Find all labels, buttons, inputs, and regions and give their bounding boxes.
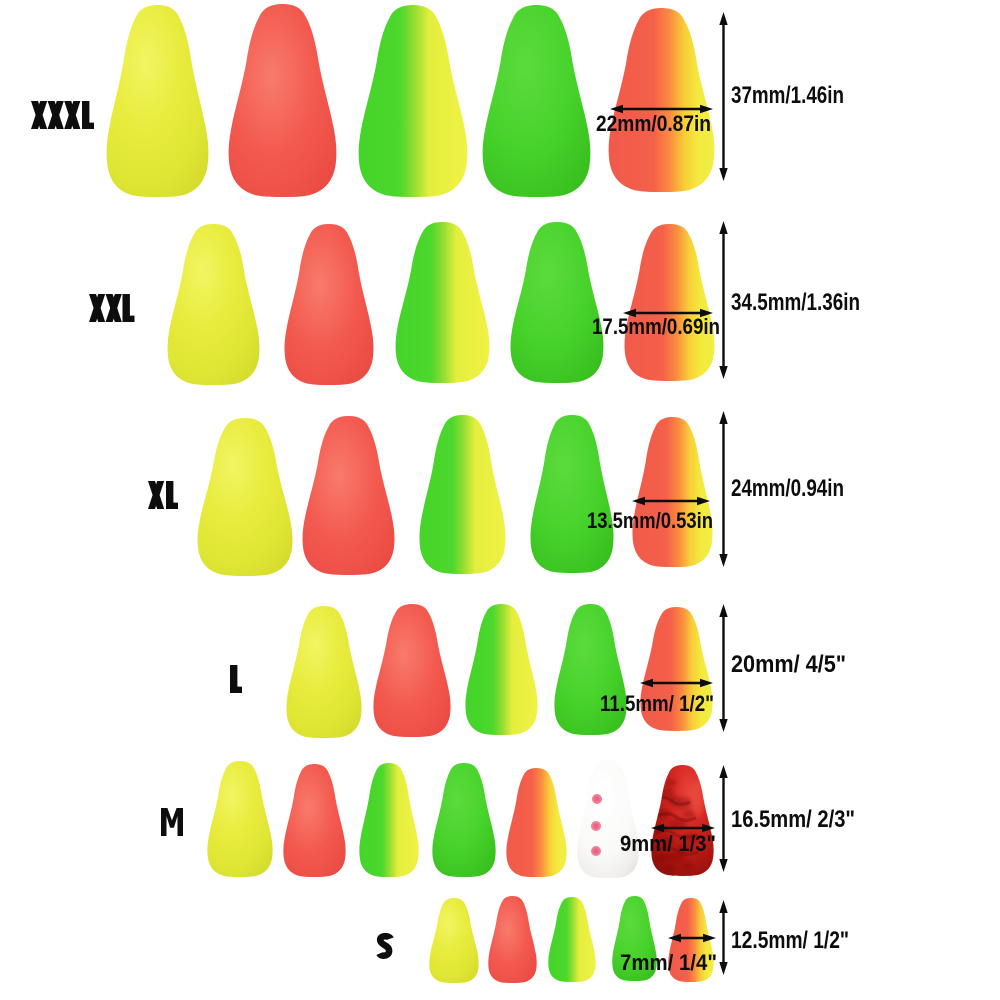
svg-text:11.5mm/ 1/2": 11.5mm/ 1/2" <box>600 691 714 716</box>
svg-text:13.5mm/0.53in: 13.5mm/0.53in <box>587 508 713 533</box>
svg-text:37mm/1.46in: 37mm/1.46in <box>731 82 844 109</box>
svg-text:7mm/ 1/4": 7mm/ 1/4" <box>620 950 717 975</box>
svg-text:16.5mm/ 2/3": 16.5mm/ 2/3" <box>731 806 855 833</box>
svg-text:12.5mm/ 1/2": 12.5mm/ 1/2" <box>731 927 849 954</box>
svg-text:22mm/0.87in: 22mm/0.87in <box>596 111 711 136</box>
svg-text:17.5mm/0.69in: 17.5mm/0.69in <box>592 314 720 339</box>
svg-text:9mm/ 1/3": 9mm/ 1/3" <box>620 831 716 856</box>
svg-text:34.5mm/1.36in: 34.5mm/1.36in <box>731 289 860 316</box>
svg-text:24mm/0.94in: 24mm/0.94in <box>731 475 844 502</box>
svg-text:20mm/ 4/5": 20mm/ 4/5" <box>731 651 846 678</box>
